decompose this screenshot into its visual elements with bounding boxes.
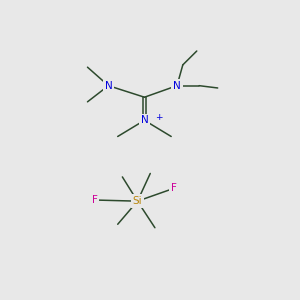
- Text: Si: Si: [133, 196, 142, 206]
- Text: N: N: [104, 81, 112, 91]
- Text: N: N: [141, 115, 148, 125]
- Text: N: N: [173, 81, 181, 91]
- Text: F: F: [171, 184, 176, 194]
- Text: F: F: [92, 195, 98, 205]
- Text: +: +: [155, 113, 162, 122]
